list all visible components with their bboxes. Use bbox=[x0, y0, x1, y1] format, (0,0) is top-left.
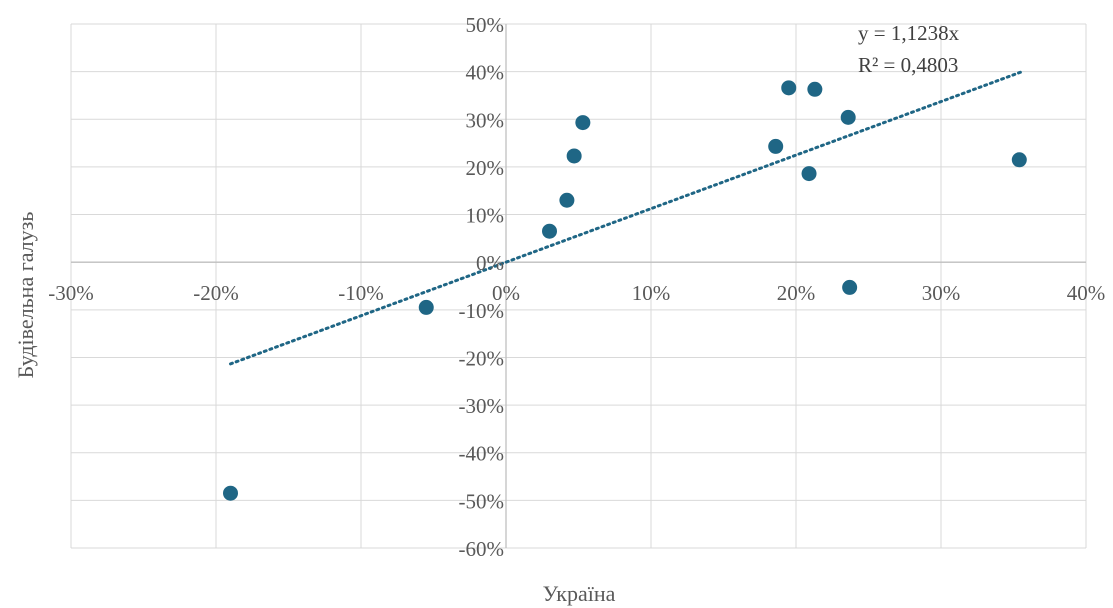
y-tick-label: -60% bbox=[459, 537, 505, 561]
tick-labels: -60%-50%-40%-30%-20%-10%0%10%20%30%40%50… bbox=[48, 13, 1105, 561]
y-tick-label: 30% bbox=[466, 108, 505, 132]
y-tick-label: 0% bbox=[476, 251, 504, 275]
data-point bbox=[1011, 152, 1027, 168]
x-tick-label: 20% bbox=[777, 281, 816, 305]
y-tick-label: 40% bbox=[466, 61, 505, 85]
x-tick-label: 0% bbox=[492, 281, 520, 305]
data-point bbox=[842, 279, 858, 295]
y-tick-label: -40% bbox=[459, 442, 505, 466]
data-point bbox=[559, 192, 575, 208]
data-point bbox=[801, 166, 817, 182]
y-tick-label: -20% bbox=[459, 346, 505, 370]
axes bbox=[71, 24, 1086, 548]
trendline-line bbox=[229, 70, 1023, 366]
data-point bbox=[781, 80, 797, 96]
data-points bbox=[223, 80, 1027, 501]
x-axis-title: Україна bbox=[543, 581, 616, 606]
trendline-r-squared: R² = 0,4803 bbox=[858, 53, 958, 77]
x-tick-label: -20% bbox=[193, 281, 239, 305]
x-tick-label: -30% bbox=[48, 281, 94, 305]
data-point bbox=[223, 485, 238, 501]
x-tick-label: 30% bbox=[922, 281, 961, 305]
data-point bbox=[575, 115, 591, 131]
y-tick-label: 10% bbox=[466, 204, 505, 228]
data-point bbox=[768, 138, 784, 154]
y-tick-label: -10% bbox=[459, 299, 505, 323]
data-point bbox=[807, 81, 823, 97]
y-tick-label: -30% bbox=[459, 394, 505, 418]
y-tick-label: 50% bbox=[466, 13, 505, 37]
data-point bbox=[542, 223, 557, 239]
data-point bbox=[418, 299, 434, 315]
y-tick-label: 20% bbox=[466, 156, 505, 180]
y-axis-title: Будівельна галузь bbox=[13, 212, 38, 379]
trendline bbox=[229, 70, 1023, 366]
grid bbox=[70, 23, 1087, 549]
data-point bbox=[840, 109, 856, 125]
x-tick-label: 40% bbox=[1067, 281, 1106, 305]
trendline-equation: y = 1,1238x bbox=[858, 21, 960, 45]
y-tick-label: -50% bbox=[459, 489, 505, 513]
data-point bbox=[566, 148, 582, 164]
x-tick-label: 10% bbox=[632, 281, 671, 305]
x-tick-label: -10% bbox=[338, 281, 384, 305]
